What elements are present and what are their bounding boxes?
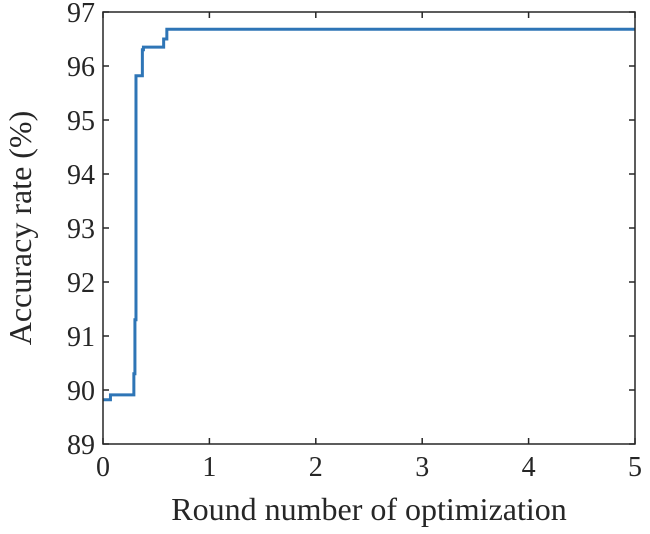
y-tick-label: 93 [67,214,95,245]
x-tick-label: 3 [415,452,429,483]
y-tick-label: 92 [67,268,95,299]
series-layer [103,27,635,402]
x-axis-label: Round number of optimization [171,491,567,527]
y-tick-label: 89 [67,430,95,461]
plot-area [103,12,635,444]
x-tick-label: 5 [628,452,642,483]
y-tick-label: 97 [67,0,95,29]
y-axis-label: Accuracy rate (%) [2,111,38,346]
y-tick-label: 94 [67,160,95,191]
x-tick-label: 2 [309,452,323,483]
y-tick-label: 91 [67,322,95,353]
x-tick-label: 1 [202,452,216,483]
series-line [103,27,635,402]
x-tick-label: 4 [522,452,536,483]
y-tick-label: 96 [67,52,95,83]
axes-layer: 0 1 2 3 4 5 89 90 91 92 93 94 95 96 97 [67,0,642,483]
y-tick-label: 90 [67,376,95,407]
y-tick-label: 95 [67,106,95,137]
x-tick-label: 0 [96,452,110,483]
